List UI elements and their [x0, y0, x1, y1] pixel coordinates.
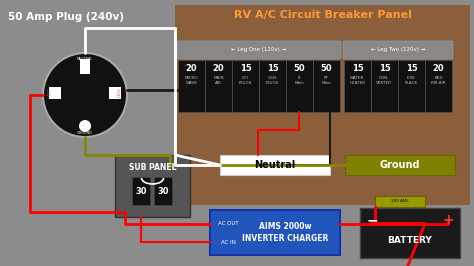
Bar: [205, 60, 232, 112]
Bar: [425, 60, 452, 112]
Text: RT
Main: RT Main: [322, 76, 331, 85]
Text: 15: 15: [379, 64, 391, 73]
Text: RV A/C Circuit Breaker Panel: RV A/C Circuit Breaker Panel: [234, 10, 411, 20]
Text: 15: 15: [240, 64, 251, 73]
Text: AC IN: AC IN: [220, 240, 236, 245]
Text: BATTERY: BATTERY: [388, 236, 432, 245]
Text: +: +: [442, 213, 454, 227]
Text: Ground: Ground: [380, 160, 420, 170]
Circle shape: [79, 120, 91, 132]
Bar: [345, 155, 455, 175]
Text: GEN
PLUGS: GEN PLUGS: [266, 76, 279, 85]
Bar: [344, 60, 371, 112]
Bar: [133, 177, 151, 205]
Bar: [259, 60, 286, 112]
Text: HOT2: HOT2: [118, 87, 122, 97]
Text: −: −: [366, 213, 378, 227]
Bar: [155, 177, 173, 205]
Bar: [371, 60, 398, 112]
Text: BED
RM AIR: BED RM AIR: [431, 76, 446, 85]
Bar: [80, 59, 90, 74]
Bar: [175, 5, 470, 205]
Text: 30: 30: [158, 186, 169, 196]
Text: HOT1: HOT1: [48, 87, 52, 97]
Text: 50: 50: [321, 64, 332, 73]
Text: ← Leg One (120v) →: ← Leg One (120v) →: [231, 48, 287, 52]
Bar: [178, 60, 205, 112]
Bar: [220, 155, 330, 175]
Bar: [375, 196, 425, 207]
Text: 15: 15: [352, 64, 364, 73]
Text: LT
Main: LT Main: [295, 76, 304, 85]
Text: NEUTRAL: NEUTRAL: [77, 57, 93, 61]
FancyBboxPatch shape: [177, 41, 341, 59]
Text: 15: 15: [406, 64, 418, 73]
Bar: [210, 210, 340, 255]
Text: 50: 50: [294, 64, 305, 73]
Text: ← Leg Two (120v) →: ← Leg Two (120v) →: [371, 48, 425, 52]
Bar: [286, 60, 313, 112]
Text: 20: 20: [213, 64, 224, 73]
Bar: [232, 60, 259, 112]
Text: 15: 15: [266, 64, 278, 73]
Text: AIMS 2000w
INVERTER CHARGER: AIMS 2000w INVERTER CHARGER: [242, 222, 328, 243]
Bar: [398, 60, 425, 112]
Text: 50 Amp Plug (240v): 50 Amp Plug (240v): [8, 12, 124, 22]
Text: MAIN
AIR: MAIN AIR: [213, 76, 224, 85]
Bar: [109, 87, 121, 99]
Text: AC OUT: AC OUT: [218, 221, 238, 226]
Text: CON-
VERTER: CON- VERTER: [376, 76, 392, 85]
Bar: [49, 87, 61, 99]
Text: SUB PANEL: SUB PANEL: [129, 163, 176, 172]
Text: 30: 30: [136, 186, 147, 196]
Bar: [313, 60, 340, 112]
Bar: [360, 208, 460, 258]
Text: FIRE
PLACE: FIRE PLACE: [405, 76, 418, 85]
Text: WATER
HEATER: WATER HEATER: [349, 76, 365, 85]
Bar: [115, 155, 190, 217]
Text: Neutral: Neutral: [255, 160, 296, 170]
Text: 20: 20: [433, 64, 444, 73]
FancyBboxPatch shape: [343, 41, 453, 59]
Text: MICRO
WAVE: MICRO WAVE: [185, 76, 198, 85]
Text: 300 AML: 300 AML: [391, 200, 409, 203]
Text: GROUND: GROUND: [77, 131, 93, 135]
Text: GFI
PLUGS: GFI PLUGS: [239, 76, 252, 85]
Circle shape: [43, 53, 127, 137]
Text: 20: 20: [186, 64, 197, 73]
